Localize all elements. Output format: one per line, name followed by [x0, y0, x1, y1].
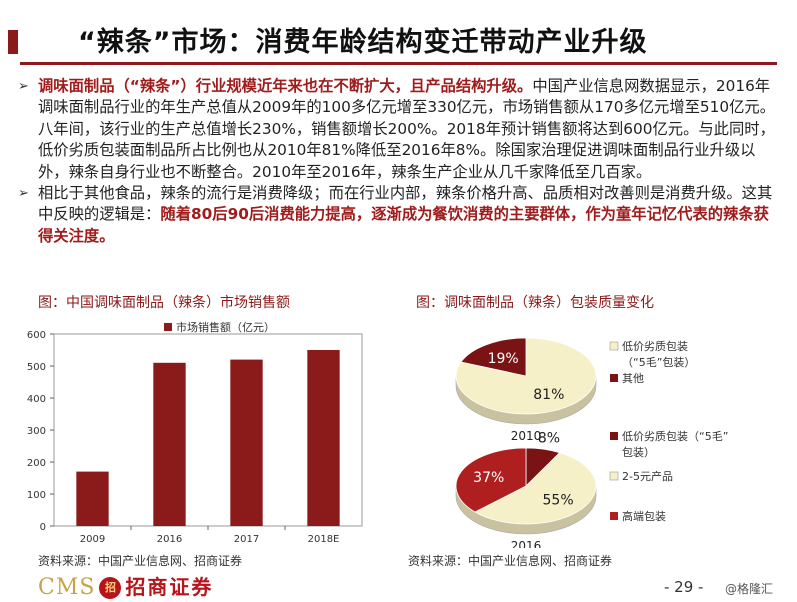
pie-slice-2010-1 [460, 337, 527, 377]
bullet-1-text: 中国产业信息网数据显示，2016年调味面制品行业的年生产总值从2009年的100… [38, 77, 776, 181]
legend-label: 低价劣质包装 [622, 339, 688, 353]
bullet-1-highlight: 调味面制品（“辣条”）行业规模近年来也在不断扩大，且产品结构升级。 [38, 77, 533, 95]
legend-label: 高端包装 [622, 509, 666, 523]
y-tick-label: 100 [27, 490, 46, 501]
title-bar: “辣条”市场：消费年龄结构变迁带动产业升级 [0, 0, 797, 65]
pie-slice-2016-2 [455, 447, 527, 513]
legend-label: 2-5元产品 [622, 469, 673, 483]
bar-2017 [230, 359, 263, 526]
legend-label: 其他 [622, 372, 644, 385]
y-tick-label: 500 [27, 362, 46, 373]
cms-logo: CMS 招招商证券 [38, 571, 214, 600]
x-tick-label: 2017 [234, 534, 259, 545]
bullet-2-text: 相比于其他食品，辣条的流行是消费降级；而在行业内部，辣条价格升高、品质相对改善则… [38, 184, 773, 224]
x-tick-label: 2009 [80, 534, 105, 545]
logo-badge-icon: 招 [99, 577, 122, 599]
pie-slice-2016-1 [474, 452, 597, 525]
pie-value-label: 37% [473, 470, 504, 486]
chart2-title: 图：调味面制品（辣条）包装质量变化 [416, 295, 654, 311]
pie-charts-packaging: 81%19%20108%55%37%2016低价劣质包装（“5毛”包装）其他低价… [455, 337, 728, 548]
pie-year-label: 2016 [511, 539, 542, 548]
pie-value-label: 55% [543, 493, 574, 509]
legend-swatch [609, 471, 619, 481]
page-title: “辣条”市场：消费年龄结构变迁带动产业升级 [78, 27, 648, 58]
title-underline [20, 62, 777, 65]
y-tick-label: 400 [27, 394, 46, 405]
bullet-2-highlight: 随着80后90后消费能力提高，逐渐成为餐饮消费的主要群体，作为童年记忆代表的辣条… [38, 205, 769, 245]
y-tick-label: 0 [40, 522, 46, 533]
logo-text: CMS [38, 575, 96, 600]
bullet-item-1: ➢ 调味面制品（“辣条”）行业规模近年来也在不断扩大，且产品结构升级。中国产业信… [14, 76, 784, 183]
bar-2009 [76, 471, 109, 526]
legend-label: （“5毛”包装） [622, 356, 695, 369]
watermark: @格隆汇 [725, 582, 774, 596]
x-tick-label: 2016 [157, 534, 182, 545]
chart2-source: 资料来源：中国产业信息网、招商证券 [408, 554, 613, 568]
legend-swatch [609, 341, 619, 351]
bar-chart-sales: 0 100 200 300 400 500 600 2009 2016 2017 2018E 市场销售… [27, 320, 363, 545]
legend-label: 市场销售额（亿元） [176, 320, 275, 334]
legend-swatch [610, 374, 618, 382]
bullet-list: ➢ 调味面制品（“辣条”）行业规模近年来也在不断扩大，且产品结构升级。中国产业信… [14, 76, 784, 247]
pie-value-label: 81% [533, 387, 564, 403]
legend-swatch [610, 512, 618, 520]
pie-value-label: 8% [538, 430, 560, 446]
arrow-bullet-icon: ➢ [18, 186, 29, 202]
bar-2018E [307, 350, 340, 526]
y-tick-label: 600 [27, 330, 46, 341]
logo-chinese: 招商证券 [125, 575, 214, 599]
y-tick-label: 200 [27, 458, 46, 469]
x-tick-label: 2018E [308, 534, 340, 545]
legend-label: 低价劣质包装（“5毛” [622, 429, 728, 443]
bullet-item-2: ➢ 相比于其他食品，辣条的流行是消费降级；而在行业内部，辣条价格升高、品质相对改… [14, 183, 784, 247]
pie-value-label: 19% [488, 351, 519, 367]
y-tick-label: 300 [27, 426, 46, 437]
arrow-bullet-icon: ➢ [18, 79, 29, 94]
chart1-title: 图：中国调味面制品（辣条）市场销售额 [38, 295, 290, 311]
pie-year-label: 2010 [511, 429, 542, 443]
chart1-source: 资料来源：中国产业信息网、招商证券 [38, 554, 243, 568]
legend-swatch [610, 432, 618, 440]
bar-2016 [153, 362, 186, 526]
legend-swatch [164, 323, 172, 331]
title-accent-bar [8, 30, 18, 54]
page-number: - 29 - [664, 578, 704, 596]
legend-label: 包装） [622, 446, 655, 459]
